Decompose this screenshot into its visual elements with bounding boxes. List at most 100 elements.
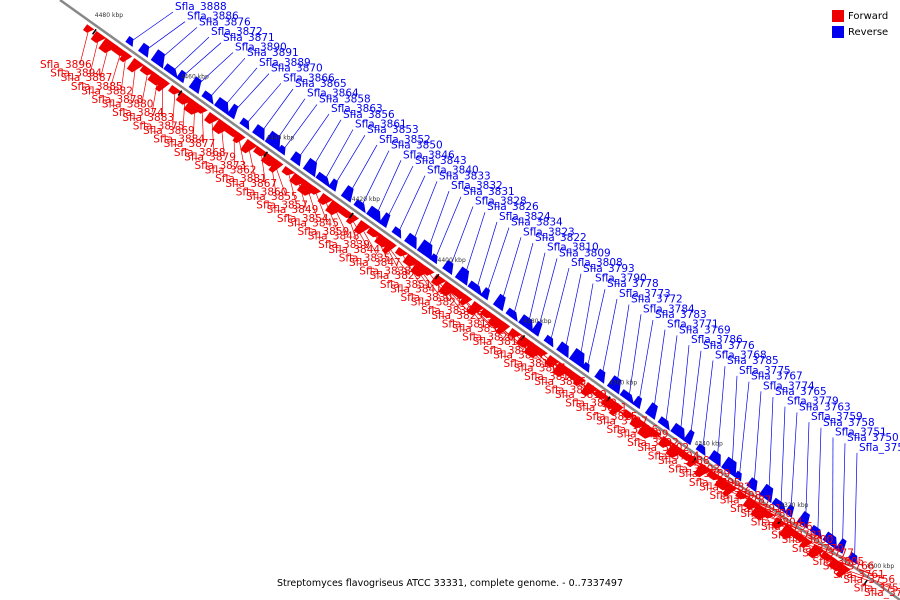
reverse-gene-label: Sfla_3870 (271, 63, 323, 75)
forward-leader-line (172, 91, 176, 126)
forward-gene-label: Sfla_3859 (298, 226, 350, 238)
forward-gene-arrow (621, 409, 636, 419)
scale-tick (520, 334, 526, 341)
reverse-gene-arrow (543, 334, 554, 348)
forward-leader-line (315, 191, 328, 223)
reverse-gene-arrow (759, 483, 774, 504)
reverse-gene-label: Sfla_3863 (331, 103, 383, 115)
reverse-leader-line (601, 298, 618, 377)
reverse-gene-arrow (239, 117, 250, 131)
reverse-leader-line (842, 443, 846, 547)
forward-gene-label: Sfla_3825 (431, 310, 483, 322)
forward-gene-label: Sfla_3841 (390, 283, 442, 295)
reverse-gene-arrow (366, 205, 381, 225)
forward-gene-arrow (345, 213, 359, 225)
forward-gene-label: Sfla_3878 (92, 94, 144, 106)
reverse-gene-arrow (429, 253, 438, 265)
forward-gene-label: Sfla_3839 (318, 239, 370, 251)
reverse-gene-label: Sfla_3856 (343, 109, 395, 121)
reverse-gene-label: Sfla_3858 (319, 93, 371, 105)
forward-leader-line (275, 167, 287, 197)
forward-gene-label: Sfla_3884 (153, 134, 205, 146)
reverse-gene-arrow (454, 266, 470, 286)
forward-gene-arrow (366, 226, 383, 238)
reverse-leader-line (197, 52, 234, 86)
gene-labels: Sfla_3896Sfla_3894Sfla_3887Sfla_3885Sfla… (40, 1, 900, 599)
forward-gene-label: Sfla_3827 (493, 349, 545, 361)
reverse-leader-line (513, 242, 534, 315)
reverse-leader-line (334, 135, 366, 186)
forward-gene-arrow (211, 118, 232, 135)
reverse-leader-line (233, 73, 270, 112)
reverse-gene-label: Sfla_3808 (571, 257, 623, 269)
reverse-gene-label: Sfla_3864 (307, 88, 359, 100)
forward-leader-line (297, 181, 307, 210)
forward-gene-label: Sfla_3862 (205, 165, 257, 177)
forward-gene-arrow (232, 132, 246, 144)
forward-gene-label: Sfla_3807 (514, 363, 566, 375)
reverse-leader-line (716, 366, 726, 459)
reverse-leader-line (680, 345, 690, 433)
reverse-leader-line (537, 258, 558, 329)
reverse-gene-label: Sfla_3768 (715, 350, 767, 362)
forward-gene-arrow (552, 361, 572, 378)
reverse-gene-arrow (797, 511, 810, 529)
reverse-leader-line (638, 319, 654, 403)
scale-tick (348, 212, 354, 219)
forward-gene-label: Sfla_3868 (174, 147, 226, 159)
reverse-leader-line (564, 273, 582, 350)
reverse-gene-label: Sfla_3771 (667, 319, 719, 331)
reverse-gene-arrow (606, 375, 622, 395)
kbp-marker: 4340 kbp (695, 441, 723, 448)
reverse-leader-line (753, 391, 762, 485)
reverse-leader-line (282, 104, 318, 151)
reverse-gene-label: Sfla_3809 (559, 247, 611, 259)
reverse-gene-label: Sfla_3751 (835, 427, 887, 439)
forward-gene-label: Sfla_3854 (277, 213, 329, 225)
reverse-gene-label: Sfla_3763 (799, 401, 851, 413)
forward-leader-line (260, 152, 266, 183)
forward-gene-label: Sfla_3812 (565, 398, 617, 410)
forward-gene-label: Sfla_3814 (473, 336, 525, 348)
forward-gene-arrow (572, 375, 586, 387)
reverse-gene-label: Sfla_3828 (475, 196, 527, 208)
reverse-leader-line (486, 227, 510, 294)
forward-leader-line (221, 128, 225, 157)
reverse-leader-line (805, 422, 810, 520)
reverse-leader-line (550, 268, 570, 342)
scale-tick (605, 396, 611, 402)
forward-gene-label: Sfla_3867 (225, 178, 277, 190)
reverse-leader-line (324, 129, 354, 181)
reverse-leader-line (780, 406, 786, 506)
reverse-leader-line (790, 412, 798, 512)
reverse-leader-line (702, 360, 714, 450)
reverse-gene-arrow (822, 531, 837, 551)
forward-gene-label: Sfla_3794 (648, 450, 700, 462)
gene-arrows (83, 24, 858, 578)
forward-leader-line (401, 253, 421, 284)
forward-gene-label: Sfla_3788 (658, 455, 710, 467)
reverse-gene-label: Sfla_3784 (643, 303, 695, 315)
reverse-gene-label: Sfla_3876 (199, 16, 251, 28)
forward-gene-label: Sfla_3873 (195, 160, 247, 172)
forward-leader-line (151, 80, 158, 113)
forward-gene-arrow (459, 294, 473, 306)
forward-gene-label: Sfla_3847 (349, 257, 401, 269)
reverse-gene-arrow (784, 504, 795, 518)
forward-gene-label: Sfla_3821 (411, 297, 463, 309)
reverse-gene-label: Sfla_3774 (763, 380, 815, 392)
forward-leader-line (110, 52, 122, 86)
reverse-gene-label: Sfla_3831 (463, 186, 515, 198)
reverse-leader-line (412, 181, 438, 242)
reverse-leader-line (501, 237, 522, 303)
forward-gene-arrow (155, 78, 170, 92)
legend-reverse-label: Reverse (848, 26, 889, 38)
forward-gene-label: Sfla_3802 (637, 442, 689, 454)
forward-gene-label: Sfla_3805 (813, 556, 865, 568)
reverse-gene-arrow (315, 171, 331, 188)
forward-swatch (832, 10, 844, 22)
reverse-gene-label: Sfla_3769 (679, 324, 731, 336)
forward-leader-line (288, 172, 297, 205)
reverse-gene-arrow (581, 361, 590, 373)
reverse-gene-label: Sfla_3840 (427, 165, 479, 177)
